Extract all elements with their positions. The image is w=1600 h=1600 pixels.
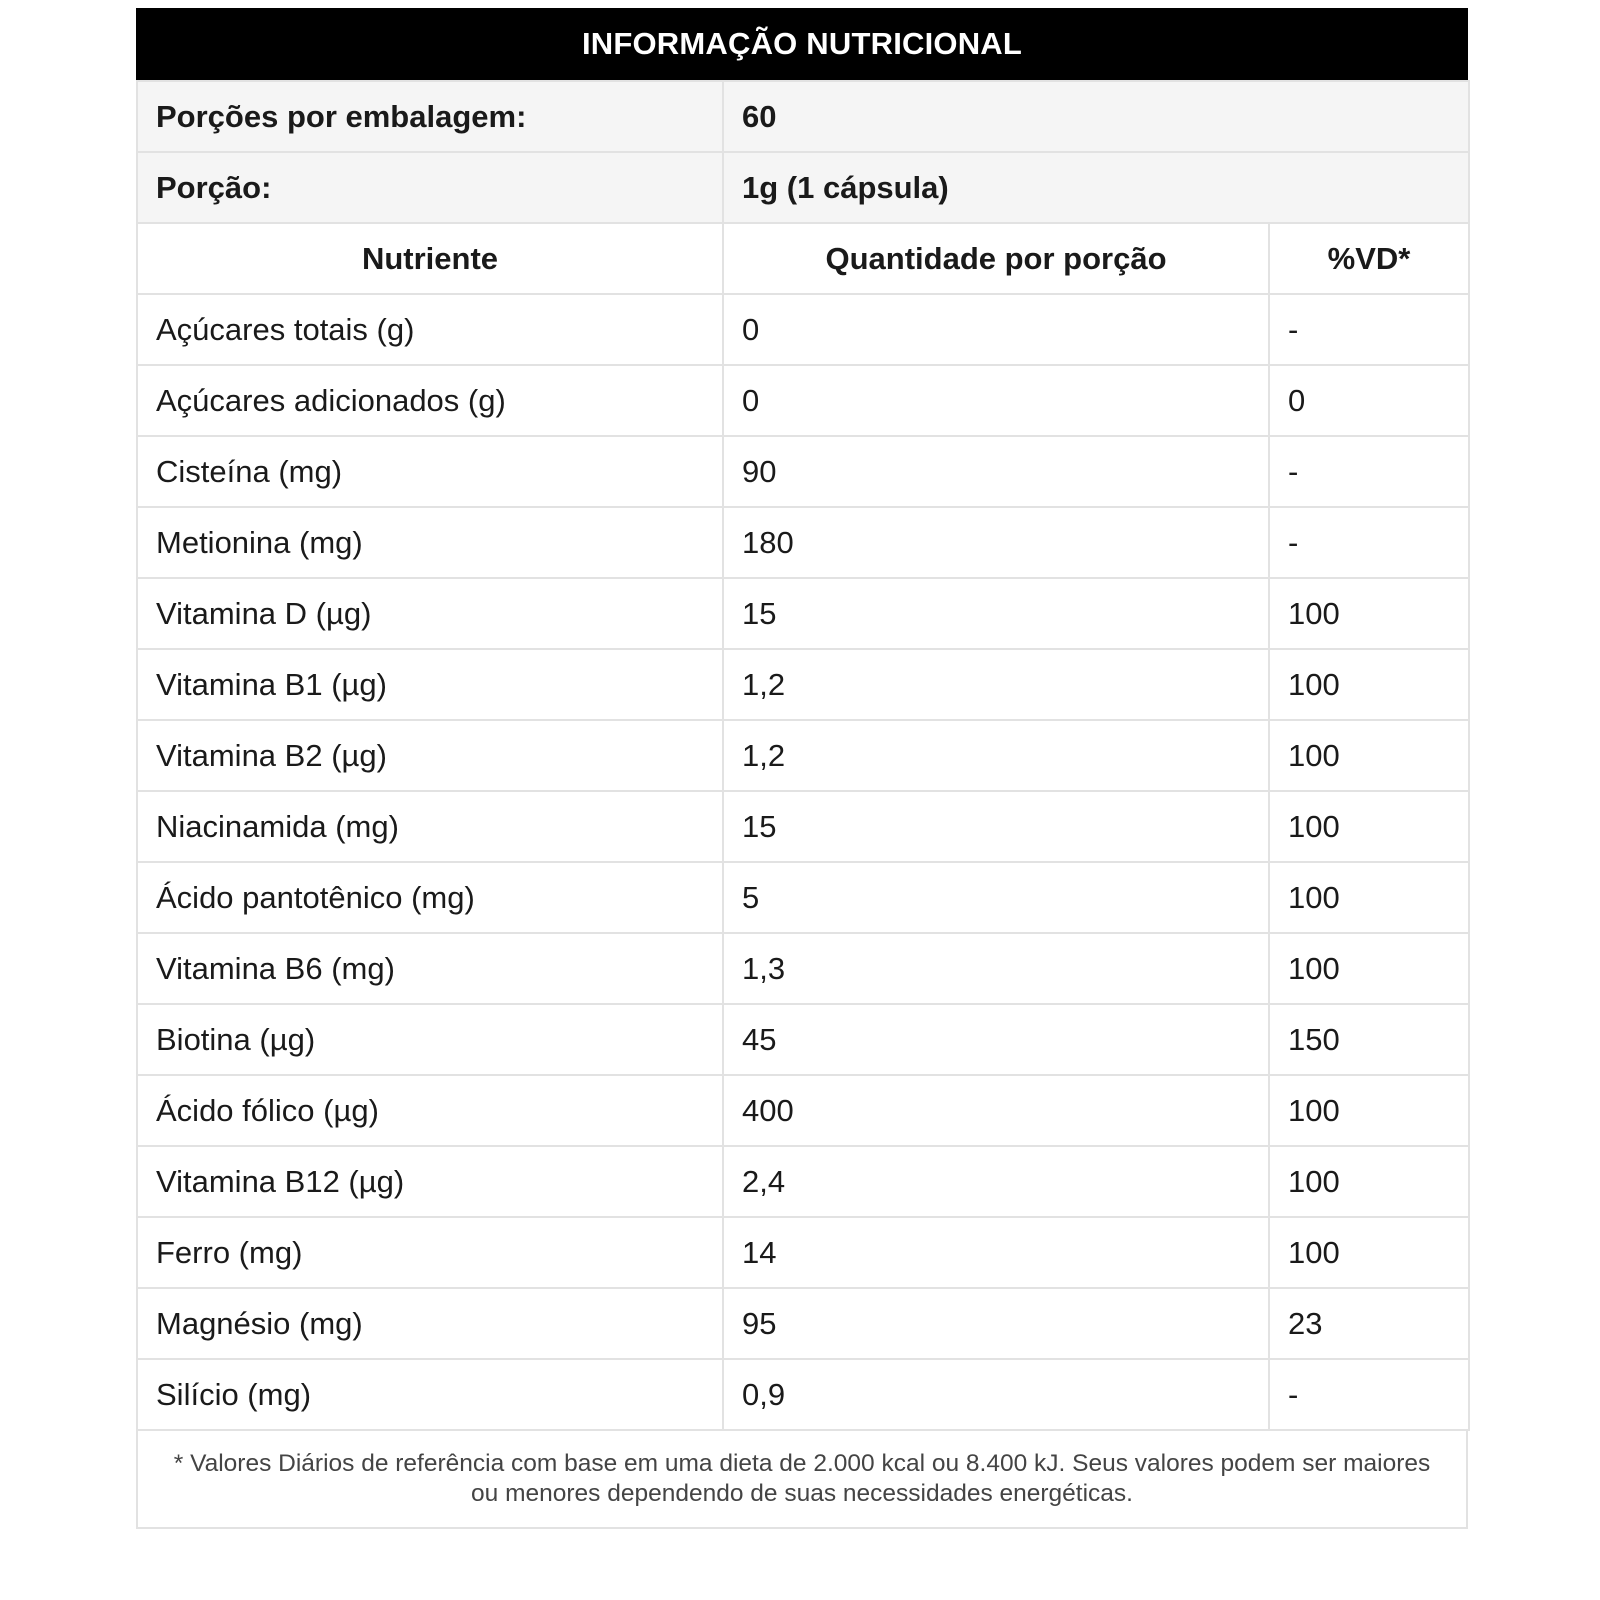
nutrient-daily-value: - — [1267, 1358, 1471, 1431]
daily-value-footnote: * Valores Diários de referência com base… — [136, 1431, 1468, 1529]
nutrient-daily-value: - — [1267, 293, 1471, 366]
nutrient-name: Vitamina B2 (µg) — [136, 719, 724, 792]
column-header-dv: %VD* — [1267, 222, 1471, 295]
nutrient-name: Niacinamida (mg) — [136, 790, 724, 863]
nutrient-daily-value: 100 — [1267, 861, 1471, 934]
nutrient-name: Vitamina B6 (mg) — [136, 932, 724, 1005]
nutrient-row: Silício (mg) 0,9- — [136, 1358, 1471, 1431]
nutrient-daily-value: 100 — [1267, 1216, 1471, 1289]
serving-size-row: Porção: 1g (1 cápsula) — [136, 151, 1471, 224]
nutrient-amount: 95 — [722, 1287, 1270, 1360]
nutrition-title: INFORMAÇÃO NUTRICIONAL — [136, 8, 1468, 80]
nutrient-name: Vitamina B1 (µg) — [136, 648, 724, 721]
nutrient-amount: 400 — [722, 1074, 1270, 1147]
nutrient-name: Ferro (mg) — [136, 1216, 724, 1289]
nutrient-daily-value: 100 — [1267, 790, 1471, 863]
nutrient-name: Açúcares adicionados (g) — [136, 364, 724, 437]
nutrient-row: Vitamina D (µg) 15 100 — [136, 577, 1471, 650]
nutrient-daily-value: 100 — [1267, 648, 1471, 721]
nutrient-daily-value: 100 — [1267, 577, 1471, 650]
nutrient-daily-value: 100 — [1267, 719, 1471, 792]
nutrient-amount: 14 — [722, 1216, 1270, 1289]
nutrient-row: Niacinamida (mg) 15 100 — [136, 790, 1471, 863]
nutrient-row: Ferro (mg) 14 100 — [136, 1216, 1471, 1289]
nutrient-amount: 2,4 — [722, 1145, 1270, 1218]
nutrient-daily-value: 100 — [1267, 1145, 1471, 1218]
nutrient-daily-value: 100 — [1267, 1074, 1471, 1147]
nutrient-amount: 1,2 — [722, 719, 1270, 792]
servings-per-package-row: Porções por embalagem: 60 — [136, 80, 1471, 153]
nutrient-name: Cisteína (mg) — [136, 435, 724, 508]
nutrient-amount: 0 — [722, 293, 1270, 366]
nutrient-daily-value: 0 — [1267, 364, 1471, 437]
nutrient-amount: 15 — [722, 790, 1270, 863]
nutrient-name: Açúcares totais (g) — [136, 293, 724, 366]
serving-size-label: Porção: — [136, 151, 724, 224]
nutrient-row: Metionina (mg) 180- — [136, 506, 1471, 579]
nutrient-name: Metionina (mg) — [136, 506, 724, 579]
nutrient-name: Ácido pantotênico (mg) — [136, 861, 724, 934]
nutrient-daily-value: - — [1267, 506, 1471, 579]
nutrient-row: Vitamina B12 (µg) 2,4 100 — [136, 1145, 1471, 1218]
nutrient-amount: 90 — [722, 435, 1270, 508]
nutrient-daily-value: - — [1267, 435, 1471, 508]
nutrient-row: Vitamina B1 (µg) 1,2 100 — [136, 648, 1471, 721]
nutrition-table: Porções por embalagem: 60 Porção: 1g (1 … — [136, 80, 1471, 1431]
servings-per-package-value: 60 — [721, 80, 1471, 153]
servings-per-package-label: Porções por embalagem: — [136, 80, 724, 153]
nutrient-daily-value: 150 — [1267, 1003, 1471, 1076]
nutrient-row: Magnésio (mg) 95 23 — [136, 1287, 1471, 1360]
column-header-amount: Quantidade por porção — [722, 222, 1270, 295]
nutrient-daily-value: 23 — [1267, 1287, 1471, 1360]
nutrient-row: Biotina (µg) 45 150 — [136, 1003, 1471, 1076]
nutrient-name: Vitamina D (µg) — [136, 577, 724, 650]
nutrient-amount: 0,9 — [722, 1358, 1270, 1431]
nutrient-name: Vitamina B12 (µg) — [136, 1145, 724, 1218]
nutrient-amount: 1,2 — [722, 648, 1270, 721]
nutrient-amount: 15 — [722, 577, 1270, 650]
nutrient-name: Silício (mg) — [136, 1358, 724, 1431]
nutrient-row: Vitamina B2 (µg) 1,2 100 — [136, 719, 1471, 792]
nutrient-amount: 0 — [722, 364, 1270, 437]
nutrition-facts-panel: INFORMAÇÃO NUTRICIONAL Porções por embal… — [136, 8, 1471, 1529]
serving-size-value: 1g (1 cápsula) — [721, 151, 1471, 224]
nutrient-amount: 1,3 — [722, 932, 1270, 1005]
nutrient-row: Ácido fólico (µg) 400 100 — [136, 1074, 1471, 1147]
nutrient-amount: 45 — [722, 1003, 1270, 1076]
nutrient-row: Açúcares adicionados (g) 0 0 — [136, 364, 1471, 437]
column-header-nutrient: Nutriente — [136, 222, 724, 295]
nutrient-row: Ácido pantotênico (mg) 5 100 — [136, 861, 1471, 934]
nutrient-amount: 180 — [722, 506, 1270, 579]
nutrient-daily-value: 100 — [1267, 932, 1471, 1005]
nutrient-name: Magnésio (mg) — [136, 1287, 724, 1360]
nutrient-amount: 5 — [722, 861, 1270, 934]
nutrient-name: Ácido fólico (µg) — [136, 1074, 724, 1147]
nutrient-row: Vitamina B6 (mg) 1,3 100 — [136, 932, 1471, 1005]
nutrient-name: Biotina (µg) — [136, 1003, 724, 1076]
column-header-row: Nutriente Quantidade por porção %VD* — [136, 222, 1471, 295]
nutrient-row: Açúcares totais (g) 0- — [136, 293, 1471, 366]
nutrient-row: Cisteína (mg) 90- — [136, 435, 1471, 508]
